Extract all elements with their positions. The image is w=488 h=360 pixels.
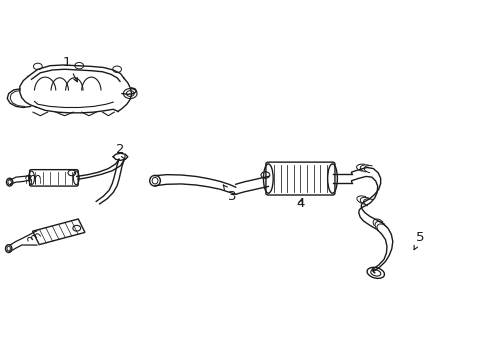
Text: 5: 5 [413,231,424,250]
Text: 2: 2 [116,143,125,159]
Text: 4: 4 [296,197,304,210]
Text: 3: 3 [223,185,236,203]
Text: 1: 1 [62,55,77,82]
